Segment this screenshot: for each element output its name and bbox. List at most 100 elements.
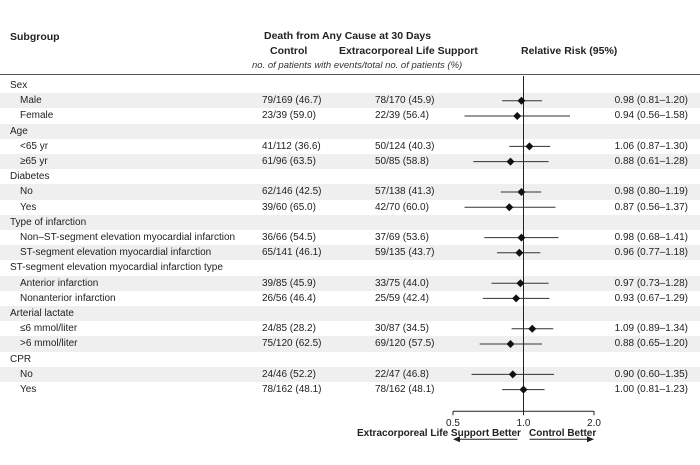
ecls-count: 42/70 (60.0)	[375, 201, 429, 213]
control-count: 24/85 (28.2)	[262, 323, 316, 335]
point-estimate-marker	[512, 294, 521, 303]
ecls-count: 50/85 (58.8)	[375, 156, 429, 167]
header-rule	[0, 74, 700, 75]
point-estimate-marker	[517, 233, 526, 242]
ecls-count: 69/120 (57.5)	[375, 338, 435, 350]
category-label: Arterial lactate	[10, 308, 74, 319]
subgroup-category-row: Arterial lactate	[0, 306, 700, 322]
point-estimate-marker	[517, 96, 526, 105]
subgroup-category-row: Sex	[0, 78, 700, 93]
subgroup-row: No 24/46 (52.2) 22/47 (46.8) 0.90 (0.60–1.3…	[0, 366, 700, 382]
subgroup-row: Female 23/39 (59.0) 22/39 (56.4) 0.94 (0.56…	[0, 108, 700, 123]
subgroup-label: Non–ST-segment elevation myocardial infa…	[20, 232, 236, 243]
point-estimate-marker	[519, 385, 528, 394]
relative-risk-value: 1.00 (0.81–1.23)	[614, 384, 688, 395]
subgroup-label: ≥65 yr	[20, 156, 48, 167]
point-estimate-marker	[505, 203, 514, 212]
relative-risk-value: 0.94 (0.56–1.58)	[614, 110, 688, 122]
control-count: 36/66 (54.5)	[262, 232, 316, 243]
category-label: Type of infarction	[10, 216, 87, 228]
relative-risk-value: 0.98 (0.80–1.19)	[614, 186, 688, 198]
subgroup-label: Yes	[20, 384, 37, 395]
point-estimate-marker	[516, 279, 525, 288]
subgroup-row: Nonanterior infarction 26/56 (46.4) 25/59 …	[0, 291, 700, 306]
subgroup-label: Nonanterior infarction	[20, 292, 116, 304]
count-note: no. of patients with events/total no. of…	[252, 60, 463, 71]
subgroup-label: Anterior infarction	[20, 277, 99, 289]
subgroup-row: No 62/146 (42.5) 57/138 (41.3) 0.98 (0.80–1…	[0, 184, 700, 200]
ecls-count: 30/87 (34.5)	[375, 323, 429, 335]
control-count: 79/169 (46.7)	[262, 95, 322, 107]
control-count: 39/60 (65.0)	[262, 201, 316, 213]
subgroup-row: Male 79/169 (46.7) 78/170 (45.9) 0.98 (0.81…	[0, 93, 700, 109]
control-count: 39/85 (45.9)	[262, 277, 316, 289]
footer-ecls-better: Extracorporeal Life Support Better	[357, 428, 521, 439]
control-count: 78/162 (48.1)	[262, 384, 322, 395]
subgroup-label: ST-segment elevation myocardial infarcti…	[20, 247, 212, 259]
death-title: Death from Any Cause at 30 Days	[264, 30, 432, 42]
point-estimate-marker	[525, 142, 534, 151]
subgroup-label: >6 mmol/liter	[20, 338, 78, 350]
ecls-count: 78/170 (45.9)	[375, 95, 435, 107]
control-count: 62/146 (42.5)	[262, 186, 322, 198]
ecls-count: 22/39 (56.4)	[375, 110, 429, 122]
subgroup-row: ST-segment elevation myocardial infarcti…	[0, 245, 700, 261]
relative-risk-value: 0.93 (0.67–1.29)	[614, 292, 688, 304]
subgroup-category-row: ST-segment elevation myocardial infarcti…	[0, 260, 700, 275]
subgroup-category-row: Type of infarction	[0, 214, 700, 230]
subgroup-row: Anterior infarction 39/85 (45.9) 33/75 (44…	[0, 275, 700, 291]
x-tick-label: 0.5	[446, 418, 460, 429]
subgroup-category-row: Age	[0, 123, 700, 139]
category-label: Diabetes	[10, 171, 50, 183]
ecls-count: 50/124 (40.3)	[375, 140, 435, 152]
subgroup-label: <65 yr	[20, 140, 49, 152]
ecls-count: 33/75 (44.0)	[375, 277, 429, 289]
point-estimate-marker	[517, 188, 526, 196]
subgroup-row: Non–ST-segment elevation myocardial infa…	[0, 230, 700, 245]
relative-risk-value: 0.87 (0.56–1.37)	[614, 201, 688, 213]
control-count: 41/112 (36.6)	[262, 140, 321, 152]
control-count: 65/141 (46.1)	[262, 247, 322, 259]
relative-risk-value: 0.90 (0.60–1.35)	[614, 368, 688, 380]
ecls-count: 59/135 (43.7)	[375, 247, 435, 259]
x-tick-label: 1.0	[517, 418, 531, 429]
relative-risk-value: 0.96 (0.77–1.18)	[614, 247, 688, 259]
subgroup-row: Yes 78/162 (48.1) 78/162 (48.1) 1.00 (0.81–…	[0, 382, 700, 397]
ecls-count: 37/69 (53.6)	[375, 232, 429, 243]
point-estimate-marker	[508, 370, 517, 379]
subgroup-label: ≤6 mmol/liter	[20, 323, 78, 335]
point-estimate-marker	[528, 324, 537, 333]
footer-control-better: Control Better	[529, 428, 597, 439]
ecls-count: 25/59 (42.4)	[375, 292, 429, 304]
subgroup-label: No	[20, 186, 33, 198]
control-count: 26/56 (46.4)	[262, 292, 316, 304]
point-estimate-marker	[506, 157, 515, 166]
relative-risk-value: 0.88 (0.65–1.20)	[614, 338, 688, 350]
point-estimate-marker	[515, 248, 524, 257]
subgroup-label: Yes	[20, 201, 37, 213]
category-label: Sex	[10, 80, 28, 91]
subgroup-category-row: CPR	[0, 352, 700, 367]
subgroup-row: >6 mmol/liter 75/120 (62.5) 69/120 (57.5) 0…	[0, 336, 700, 352]
arrow-right-head	[587, 436, 594, 443]
subgroup-row: Yes 39/60 (65.0) 42/70 (60.0) 0.87 (0.56–1.…	[0, 200, 700, 215]
subgroup-row: <65 yr 41/112 (36.6) 50/124 (40.3) 1.06 (0.…	[0, 139, 700, 154]
arrow-left-head	[453, 436, 460, 443]
control-count: 61/96 (63.5)	[262, 156, 316, 167]
subgroup-label: No	[20, 368, 33, 380]
subgroup-label: Male	[20, 95, 42, 107]
category-label: CPR	[10, 353, 32, 365]
category-label: Age	[10, 125, 28, 137]
subgroup-header: Subgroup	[10, 31, 60, 43]
relative-risk-value: 0.98 (0.68–1.41)	[614, 232, 688, 243]
x-tick-label: 2.0	[587, 418, 601, 429]
control-header: Control	[270, 45, 308, 57]
point-estimate-marker	[506, 340, 515, 348]
control-count: 23/39 (59.0)	[262, 110, 316, 122]
control-count: 24/46 (52.2)	[262, 368, 316, 380]
relative-risk-value: 0.97 (0.73–1.28)	[614, 277, 688, 289]
control-count: 75/120 (62.5)	[262, 338, 322, 350]
relative-risk-value: 1.09 (0.89–1.34)	[614, 323, 688, 335]
